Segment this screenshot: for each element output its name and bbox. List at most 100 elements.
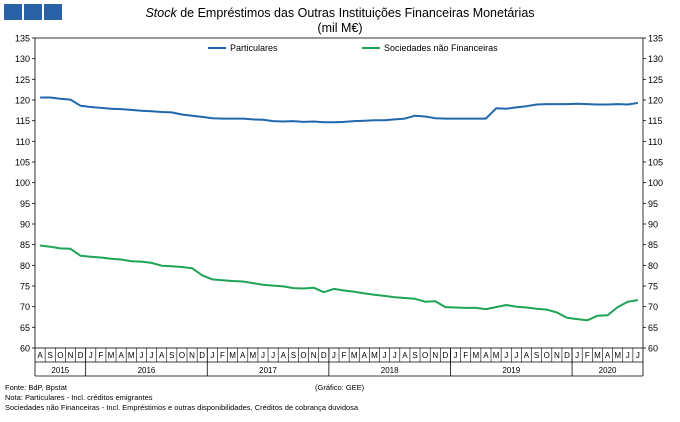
y-tick-label-right: 95 (648, 199, 658, 209)
y-tick-label-left: 100 (15, 178, 30, 188)
x-month-label: J (271, 351, 275, 360)
x-month-label: N (554, 351, 560, 360)
x-month-label: D (564, 351, 570, 360)
x-year-label: 2017 (259, 366, 277, 375)
x-month-label: S (291, 351, 296, 360)
x-month-label: O (544, 351, 550, 360)
chart-subtitle: (mil M€) (317, 21, 363, 35)
x-month-label: J (139, 351, 143, 360)
x-month-label: A (118, 351, 124, 360)
y-tick-label-left: 70 (20, 302, 30, 312)
x-month-label: F (98, 351, 103, 360)
x-year-label: 2016 (138, 366, 156, 375)
y-tick-label-right: 60 (648, 344, 658, 354)
x-month-label: D (199, 351, 205, 360)
y-tick-label-right: 70 (648, 302, 658, 312)
y-tick-label-left: 85 (20, 240, 30, 250)
footer-note: Nota: Particulares - Incl. créditos emig… (5, 393, 153, 402)
x-month-label: M (108, 351, 115, 360)
x-month-label: O (422, 351, 428, 360)
x-month-label: A (402, 351, 408, 360)
x-month-label: J (454, 351, 458, 360)
x-month-label: M (472, 351, 479, 360)
series-line (39, 244, 639, 322)
x-year-label: 2018 (381, 366, 399, 375)
footer-note-2: Sociedades não Financeiras - Incl. Empré… (5, 403, 359, 412)
logo-square (44, 4, 62, 20)
x-month-label: S (48, 351, 53, 360)
x-month-label: D (321, 351, 327, 360)
x-month-label: M (229, 351, 236, 360)
y-tick-label-left: 60 (20, 344, 30, 354)
y-tick-label-left: 135 (15, 34, 30, 44)
x-month-label: O (179, 351, 185, 360)
y-tick-label-right: 135 (648, 34, 663, 44)
y-tick-label-right: 130 (648, 54, 663, 64)
y-tick-label-right: 90 (648, 220, 658, 230)
x-month-label: J (393, 351, 397, 360)
plot-frame (34, 37, 644, 349)
y-tick-label-left: 105 (15, 158, 30, 168)
footer-source: Fonte: BdP, Bpstat (5, 383, 67, 392)
y-tick-label-right: 105 (648, 158, 663, 168)
x-year-label: 2019 (502, 366, 520, 375)
footer-credit: (Gráfico: GEE) (315, 383, 365, 392)
x-month-label: A (524, 351, 530, 360)
x-month-label: J (261, 351, 265, 360)
y-tick-label-left: 65 (20, 323, 30, 333)
x-month-label: F (463, 351, 468, 360)
x-month-label: A (37, 351, 43, 360)
y-tick-label-right: 85 (648, 240, 658, 250)
y-tick-label-right: 75 (648, 282, 658, 292)
y-tick-label-right: 120 (648, 96, 663, 106)
x-month-label: J (150, 351, 154, 360)
x-month-label: M (594, 351, 601, 360)
x-month-label: F (342, 351, 347, 360)
x-month-label: A (362, 351, 368, 360)
x-month-label: M (128, 351, 135, 360)
y-tick-label-left: 125 (15, 75, 30, 85)
y-tick-label-left: 130 (15, 54, 30, 64)
x-month-label: A (281, 351, 287, 360)
x-month-label: J (514, 351, 518, 360)
y-tick-label-left: 75 (20, 282, 30, 292)
x-month-label: A (605, 351, 611, 360)
x-month-label: J (89, 351, 93, 360)
x-month-label: D (78, 351, 84, 360)
series-line (40, 96, 639, 124)
x-month-label: O (300, 351, 306, 360)
x-month-label: J (504, 351, 508, 360)
x-month-label: J (626, 351, 630, 360)
x-month-label: O (57, 351, 63, 360)
legend-label: Sociedades não Financeiras (384, 43, 498, 53)
y-tick-label-left: 90 (20, 220, 30, 230)
chart-title-italic: Stock (145, 6, 177, 20)
y-tick-label-right: 65 (648, 323, 658, 333)
x-year-label: 2020 (599, 366, 617, 375)
x-month-label: J (383, 351, 387, 360)
x-month-label: J (636, 351, 640, 360)
y-tick-label-left: 95 (20, 199, 30, 209)
chart-title-rest: de Empréstimos das Outras Instituições F… (176, 6, 535, 20)
y-tick-label-left: 115 (16, 116, 30, 126)
x-month-label: S (169, 351, 174, 360)
x-month-label: A (483, 351, 489, 360)
x-month-label: N (189, 351, 195, 360)
x-year-label: 2015 (51, 366, 69, 375)
legend-label: Particulares (230, 43, 278, 53)
x-month-label: A (240, 351, 246, 360)
x-month-label: J (332, 351, 336, 360)
y-tick-label-right: 100 (648, 178, 663, 188)
y-tick-label-left: 110 (16, 137, 30, 147)
x-month-label: J (210, 351, 214, 360)
y-tick-label-right: 80 (648, 261, 658, 271)
x-month-label: S (412, 351, 417, 360)
logo-square (4, 4, 22, 20)
y-tick-label-right: 115 (648, 116, 662, 126)
y-tick-label-right: 110 (648, 137, 662, 147)
x-month-label: M (371, 351, 378, 360)
x-month-label: S (534, 351, 539, 360)
y-tick-label-left: 80 (20, 261, 30, 271)
chart-title: Stock de Empréstimos das Outras Institui… (0, 6, 680, 20)
x-month-label: M (614, 351, 621, 360)
